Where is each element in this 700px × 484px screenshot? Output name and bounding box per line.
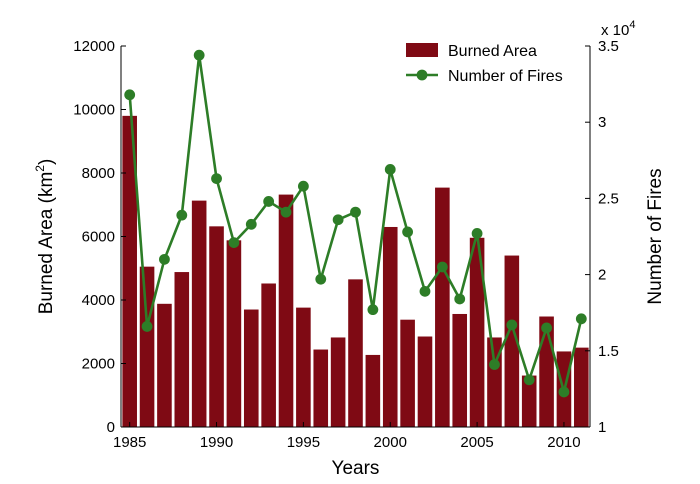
bar-1991 [226, 240, 242, 427]
point-2007 [506, 319, 518, 331]
y-left-tick-label-6000: 6000 [82, 229, 115, 246]
bar-1997 [330, 337, 346, 427]
legend: Burned Area Number of Fires [406, 43, 563, 85]
point-2000 [384, 164, 396, 175]
y-left-tick-label-10000: 10000 [73, 102, 115, 119]
y-axis-left-label: Burned Area (km2) [33, 159, 57, 315]
point-1995 [297, 180, 309, 192]
bar-2007 [504, 255, 520, 427]
point-2004 [454, 293, 466, 305]
y-axis-left-label-sup: 2 [33, 165, 47, 172]
bar-2001 [400, 319, 415, 427]
y-left-tick-label-8000: 8000 [82, 165, 115, 182]
y-right-tick-label-1.5: 1.5 [598, 343, 619, 360]
bar-2004 [452, 313, 468, 427]
point-1997 [332, 214, 344, 226]
point-2009 [541, 322, 552, 334]
y-right-tick-label-2.5: 2.5 [598, 190, 619, 207]
point-1996 [315, 273, 327, 285]
point-1990 [211, 173, 222, 184]
bar-1987 [157, 303, 172, 427]
bar-1989 [191, 200, 207, 427]
y-right-tick-label-3.5: 3.5 [598, 38, 619, 55]
point-1991 [228, 237, 240, 249]
line-layer [124, 49, 587, 398]
bar-2000 [382, 226, 398, 427]
point-2001 [402, 226, 414, 238]
y-right-tick-label-1: 1 [598, 419, 606, 436]
point-1988 [176, 209, 188, 221]
right-axis-multiplier-base: x 10 [601, 22, 629, 39]
legend-swatch-number-of-fires-marker [416, 69, 428, 81]
point-1992 [245, 218, 257, 230]
y-axis-right-label: Number of Fires [645, 168, 666, 304]
y-left-tick-label-0: 0 [107, 419, 115, 436]
bar-1992 [243, 309, 259, 427]
point-1987 [159, 253, 170, 265]
legend-swatch-burned-area [406, 43, 438, 57]
x-tick-label-2000: 2000 [374, 434, 407, 451]
bar-2011 [574, 347, 589, 428]
bar-1986 [139, 266, 155, 427]
point-1994 [280, 206, 292, 218]
point-1998 [350, 206, 361, 218]
x-tick-label-1995: 1995 [287, 434, 320, 451]
bar-1996 [313, 349, 329, 427]
bar-1999 [365, 354, 381, 427]
bar-1988 [174, 272, 190, 427]
axes: 1985 1990 1995 2000 2005 2010 0 2000 4000 6000 800… [73, 38, 619, 451]
bar-2006 [487, 337, 502, 427]
bar-1985 [122, 115, 137, 427]
point-2011 [575, 313, 587, 325]
y-left-tick-label-4000: 4000 [82, 292, 115, 309]
bar-1994 [278, 194, 294, 427]
right-axis-multiplier-exp: 4 [629, 19, 635, 31]
bar-2002 [417, 336, 433, 427]
point-1986 [141, 321, 153, 332]
bar-2005 [469, 237, 485, 427]
x-tick-label-2005: 2005 [460, 434, 493, 451]
x-tick-label-1990: 1990 [200, 434, 233, 451]
point-2002 [419, 285, 431, 297]
point-2003 [436, 261, 448, 273]
y-axis-left-label-tail: ) [36, 159, 57, 165]
point-2005 [471, 228, 483, 239]
point-1999 [367, 304, 379, 316]
point-1989 [193, 49, 205, 61]
x-tick-label-2010: 2010 [547, 434, 580, 451]
y-left-tick-label-12000: 12000 [73, 38, 115, 55]
bar-1995 [296, 307, 311, 427]
bars-layer [122, 115, 589, 428]
bar-1993 [261, 283, 276, 427]
point-2008 [523, 374, 535, 386]
x-tick-label-1985: 1985 [113, 434, 146, 451]
y-left-tick-label-2000: 2000 [82, 356, 115, 373]
right-axis-multiplier: x 104 [601, 19, 635, 39]
point-2010 [558, 386, 570, 398]
point-1985 [124, 89, 136, 101]
y-right-tick-label-2: 2 [598, 267, 606, 284]
bar-1998 [348, 279, 363, 427]
point-2006 [489, 359, 500, 370]
bar-2008 [521, 375, 537, 427]
y-right-tick-label-3: 3 [598, 114, 606, 131]
bar-1990 [209, 226, 224, 427]
legend-label-number-of-fires: Number of Fires [448, 68, 563, 85]
point-1993 [263, 196, 275, 207]
legend-label-burned-area: Burned Area [448, 43, 537, 60]
y-axis-left-label-main: Burned Area (km [36, 172, 57, 315]
x-axis-label: Years [332, 458, 380, 479]
bar-2003 [435, 187, 450, 427]
